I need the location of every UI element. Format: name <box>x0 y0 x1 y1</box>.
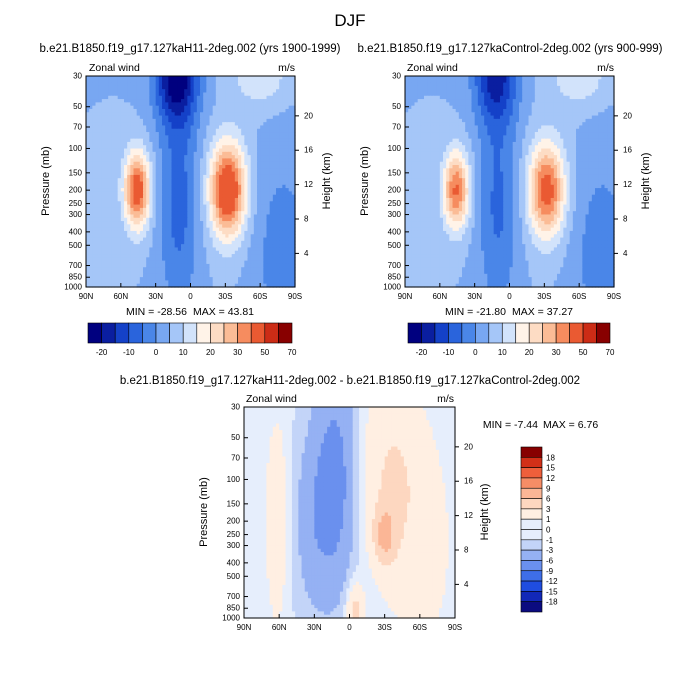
panel-h11-units-label: m/s <box>278 62 295 74</box>
colorbar-box <box>251 323 265 343</box>
panel-control-variable-label: Zonal wind <box>407 62 458 74</box>
y-tick-label: 300 <box>69 210 83 219</box>
colorbar-box <box>142 323 156 343</box>
panel-control: b.e21.B1850.f19_g17.127kaControl-2deg.00… <box>358 43 663 357</box>
panel-h11-variable-label: Zonal wind <box>89 62 140 74</box>
x-tick-label: 30S <box>218 292 232 301</box>
colorbar-label: -20 <box>96 348 108 357</box>
colorbar-label: 70 <box>288 348 297 357</box>
panel-h11-colorbar: -20 -10 0 10 20 30 50 70 <box>88 323 297 357</box>
x-tick-label: 30N <box>148 292 163 301</box>
y2-tick-label: 16 <box>304 146 313 155</box>
y-tick-label: 700 <box>69 261 83 270</box>
colorbar-box <box>278 323 292 343</box>
x-tick-label: 60N <box>113 292 128 301</box>
colorbar-box <box>238 323 252 343</box>
y-tick-label: 100 <box>69 144 83 153</box>
colorbar-box <box>88 323 102 343</box>
figure-title: DJF <box>334 11 365 30</box>
colorbar-box <box>210 323 224 343</box>
colorbar-box <box>102 323 116 343</box>
panel-h11-title: b.e21.B1850.f19_g17.127kaH11-2deg.002 (y… <box>40 43 341 55</box>
colorbar-box <box>129 323 143 343</box>
y-tick-label: 200 <box>69 186 83 195</box>
colorbar-box <box>115 323 129 343</box>
colorbar-label: 20 <box>206 348 215 357</box>
panel-control-title: b.e21.B1850.f19_g17.127kaControl-2deg.00… <box>358 43 663 55</box>
y-tick-label: 500 <box>69 241 83 250</box>
colorbar-label: 0 <box>154 348 159 357</box>
x-tick-label: 90S <box>288 292 302 301</box>
y2-tick-label: 8 <box>304 215 309 224</box>
panel-h11-y2-ticks: 20 16 12 8 4 <box>295 111 313 258</box>
y-tick-label: 70 <box>73 122 82 131</box>
y2-tick-label: 4 <box>304 249 309 258</box>
figure: DJF b.e21.B1850.f19_g17.127kaH11-2deg.00… <box>0 0 700 700</box>
x-tick-label: 90N <box>79 292 94 301</box>
colorbar-box <box>156 323 170 343</box>
panel-control-units-label: m/s <box>597 62 614 74</box>
y-tick-label: 400 <box>69 227 83 236</box>
y-tick-label: 250 <box>69 199 83 208</box>
y-tick-label: 50 <box>73 102 82 111</box>
colorbar-label: 10 <box>179 348 188 357</box>
colorbar-box <box>183 323 197 343</box>
colorbar-box <box>224 323 238 343</box>
colorbar-label: 30 <box>233 348 242 357</box>
panel-control-field <box>405 76 615 288</box>
x-tick-label: 60S <box>253 292 267 301</box>
y-tick-label: 1000 <box>64 283 82 292</box>
colorbar-box <box>170 323 184 343</box>
y-tick-label: 30 <box>73 72 82 81</box>
y2-tick-label: 20 <box>304 111 313 120</box>
y-tick-label: 850 <box>69 273 83 282</box>
panel-h11-min-label: MIN = -28.56 <box>126 306 187 318</box>
colorbar-box <box>197 323 211 343</box>
panel-h11-y2-axis-label: Height (km) <box>321 153 333 210</box>
panel-h11-y-axis-label: Pressure (mb) <box>40 146 52 216</box>
panel-h11-max-label: MAX = 43.81 <box>193 306 254 318</box>
x-tick-label: 0 <box>188 292 193 301</box>
panel-h11: b.e21.B1850.f19_g17.127kaH11-2deg.002 (y… <box>40 43 341 357</box>
y-tick-label: 150 <box>69 168 83 177</box>
colorbar-label: -10 <box>123 348 135 357</box>
colorbar-label: 50 <box>260 348 269 357</box>
y2-tick-label: 12 <box>304 180 313 189</box>
panel-h11-field <box>86 76 296 288</box>
colorbar-box <box>265 323 279 343</box>
